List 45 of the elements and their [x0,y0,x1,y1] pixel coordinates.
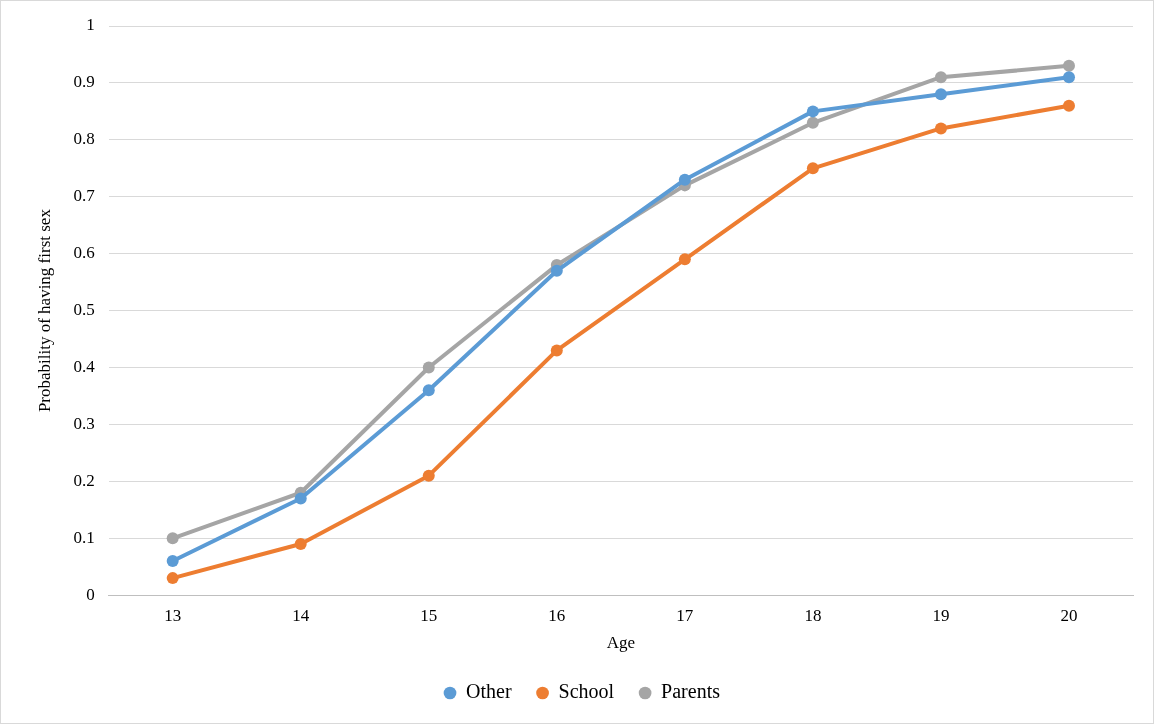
x-tick-label: 20 [1060,605,1078,625]
point [934,122,947,135]
y-tick-label: 0.8 [73,129,95,149]
x-tick-label: 19 [932,605,950,625]
y-axis-title: Probability of having first sex [34,208,54,413]
x-tick-label: 18 [804,605,822,625]
point [294,492,307,505]
point [422,469,435,482]
point [1062,59,1075,72]
legend-label: School [558,680,615,703]
y-tick-label: 0.2 [73,470,95,490]
point [806,116,819,129]
y-tick-label: 0.6 [73,243,95,263]
point [678,173,691,186]
point [550,264,563,277]
point [166,572,179,585]
point [678,253,691,266]
x-axis-title: Age [606,633,635,653]
point [422,361,435,374]
x-tick-label: 15 [420,605,438,625]
y-tick-label: 0 [86,584,95,604]
point [934,71,947,84]
y-tick-label: 1 [86,15,95,35]
y-tick-label: 0.4 [73,356,96,376]
point [550,344,563,357]
y-tick-label: 0.1 [73,527,95,547]
point [294,537,307,550]
legend-label: Parents [661,680,721,703]
point [1062,71,1075,84]
y-tick-label: 0.7 [73,186,96,206]
point [1062,99,1075,112]
y-tick-label: 0.3 [73,413,95,433]
legend-label: Other [466,680,512,703]
point [934,88,947,101]
x-tick-label: 14 [292,605,310,625]
x-tick-label: 17 [676,605,694,625]
point [806,105,819,118]
x-tick-label: 13 [164,605,182,625]
y-tick-label: 0.9 [73,72,95,92]
point [166,555,179,568]
point [166,532,179,545]
point [422,384,435,397]
y-tick-label: 0.5 [73,300,95,320]
point [806,162,819,175]
x-tick-label: 16 [548,605,566,625]
